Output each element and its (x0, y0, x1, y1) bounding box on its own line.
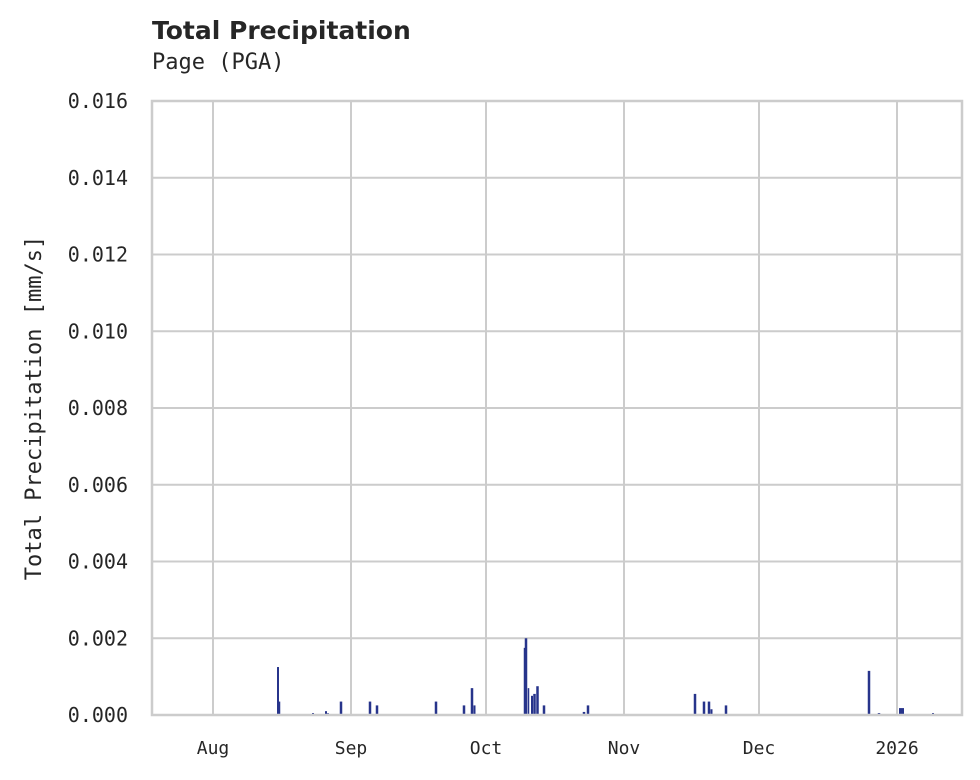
precipitation-bar (586, 705, 590, 715)
precipitation-bar (434, 701, 438, 715)
precipitation-bar (536, 686, 539, 715)
chart-title: Total Precipitation (152, 16, 411, 45)
precipitation-bar (325, 711, 327, 715)
precipitation-bar (702, 701, 706, 715)
x-tick-label: Sep (335, 738, 368, 759)
y-tick-label: 0.004 (68, 550, 128, 574)
precipitation-bar (867, 670, 871, 715)
precipitation-bar (527, 688, 530, 715)
chart-subtitle: Page (PGA) (152, 50, 285, 75)
precipitation-bar (523, 647, 526, 715)
precipitation-bar (724, 705, 728, 715)
y-tick-label: 0.008 (68, 396, 128, 420)
plot-frame (150, 99, 964, 717)
precipitation-bar (582, 711, 586, 715)
y-tick-label: 0.010 (68, 319, 128, 343)
precipitation-bar (473, 705, 476, 715)
precipitation-bar (707, 701, 711, 715)
y-tick-label: 0.016 (68, 89, 128, 113)
y-tick-label: 0.012 (68, 243, 128, 267)
x-tick-label: Nov (608, 738, 641, 759)
precipitation-bar (531, 695, 533, 715)
precipitation-bar (542, 705, 546, 715)
precipitation-bar (524, 638, 528, 715)
y-axis-ticks: 0.000 0.002 0.004 0.006 0.008 0.010 0.012 0.014… (68, 89, 128, 727)
precipitation-bar (899, 708, 904, 715)
precipitation-bar (278, 701, 281, 715)
y-tick-label: 0.006 (68, 473, 128, 497)
y-tick-label: 0.000 (68, 703, 128, 727)
precipitation-bar (710, 709, 713, 715)
x-tick-label: Aug (197, 738, 230, 759)
precipitation-bar (693, 693, 697, 715)
precipitation-bar (462, 705, 466, 715)
grid-lines (152, 100, 962, 716)
precipitation-bar (375, 705, 379, 715)
precipitation-bar (368, 701, 372, 715)
y-axis-label: Total Precipitation [mm/s] (22, 236, 47, 580)
y-tick-label: 0.002 (68, 626, 128, 650)
precipitation-bar (533, 693, 536, 715)
y-tick-label: 0.014 (68, 166, 128, 190)
x-axis-ticks: Aug Sep Oct Nov Dec 2026 (197, 738, 919, 759)
x-tick-label: Oct (470, 738, 503, 759)
x-tick-label: 2026 (875, 738, 918, 759)
precipitation-bar (339, 701, 343, 715)
precipitation-bar (277, 667, 279, 715)
precipitation-bar (470, 688, 474, 715)
x-tick-label: Dec (743, 738, 776, 759)
precipitation-bars (277, 638, 934, 715)
